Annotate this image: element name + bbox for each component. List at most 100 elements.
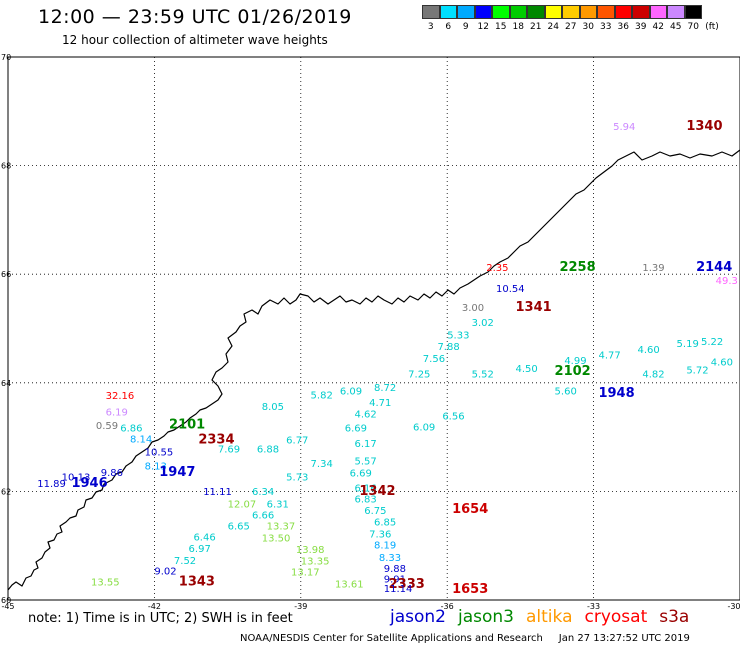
wave-height-value: 4.99 <box>564 356 586 367</box>
pass-time-label: 1653 <box>452 582 488 597</box>
wave-height-value: 8.05 <box>262 402 284 413</box>
wave-height-value: 5.33 <box>447 330 469 341</box>
wave-height-value: 9.86 <box>101 468 123 479</box>
wave-height-value: 10.55 <box>145 448 174 459</box>
colorbar-tick-label: 45 <box>670 22 682 32</box>
colorbar-swatch <box>457 5 475 19</box>
pass-time-label: 1654 <box>452 502 488 517</box>
wave-height-value: 7.34 <box>311 459 333 470</box>
colorbar-tick-label: 12 <box>477 22 489 32</box>
wave-height-value: 6.09 <box>340 387 362 398</box>
pass-time-label: 1948 <box>598 386 634 401</box>
wave-height-value: 7.56 <box>423 354 445 365</box>
wave-height-value: 1.39 <box>642 263 664 274</box>
wave-height-value: 4.77 <box>598 350 620 361</box>
colorbar-tick-label: 30 <box>582 22 594 32</box>
wave-height-value: 13.98 <box>296 545 325 556</box>
satellite-name: jason2 <box>390 607 446 627</box>
colorbar-tick-label: 24 <box>547 22 559 32</box>
colorbar-swatch <box>544 5 562 19</box>
greenland-coastline <box>7 149 740 591</box>
colorbar-tick-label: 21 <box>530 22 542 32</box>
pass-time-label: 1340 <box>686 119 722 134</box>
wave-height-value: 9.02 <box>154 566 176 577</box>
footer-note: note: 1) Time is in UTC; 2) SWH is in fe… <box>28 611 293 626</box>
wave-height-value: 6.69 <box>350 469 372 480</box>
wave-height-value: 6.88 <box>257 444 279 455</box>
pass-time-label: 2333 <box>389 577 425 592</box>
colorbar-tick-label: 18 <box>512 22 524 32</box>
wave-height-value: 6.56 <box>442 412 464 423</box>
colorbar-tick-label: 9 <box>462 22 469 32</box>
longitude-tick-label: -42 <box>148 602 161 611</box>
wave-height-value: 8.13 <box>145 462 167 473</box>
wave-height-value: 0.59 <box>96 421 118 432</box>
wave-height-value: 3.02 <box>472 318 494 329</box>
wave-height-value: 5.19 <box>677 339 699 350</box>
wave-height-value: 7.69 <box>218 444 240 455</box>
wave-height-value: 6.09 <box>413 423 435 434</box>
latitude-tick-label: 64 <box>1 379 11 388</box>
latitude-tick-label: 62 <box>1 487 11 496</box>
colorbar-swatch <box>562 5 580 19</box>
satellite-name: altika <box>526 607 573 627</box>
pass-time-label: 1341 <box>516 300 552 315</box>
pass-time-label: 2144 <box>696 260 732 275</box>
wave-height-value: 6.46 <box>193 532 215 543</box>
latitude-tick-label: 60 <box>1 596 11 605</box>
longitude-tick-label: -45 <box>1 602 14 611</box>
colorbar-swatch <box>579 5 597 19</box>
credit-timestamp: Jan 27 13:27:52 UTC 2019 <box>558 633 690 644</box>
wave-height-value: 8.33 <box>379 553 401 564</box>
pass-time-label: 1946 <box>71 476 107 491</box>
wave-height-value: 32.16 <box>106 391 135 402</box>
wave-height-value: 2.35 <box>486 263 508 274</box>
colorbar-tick-label: 15 <box>495 22 507 32</box>
colorbar-swatch <box>597 5 615 19</box>
wave-height-value: 13.35 <box>301 557 330 568</box>
wave-height-value: 13.37 <box>267 521 296 532</box>
wave-height-value: 4.60 <box>638 345 660 356</box>
wave-height-value: 49.3 <box>716 276 738 287</box>
satellite-name: cryosat <box>584 607 648 627</box>
colorbar-tick-label: 70 <box>687 22 699 32</box>
colorbar-swatch <box>632 5 650 19</box>
satellite-name: jason3 <box>458 607 514 627</box>
longitude-tick-label: -33 <box>587 602 600 611</box>
longitude-tick-label: -36 <box>441 602 454 611</box>
wave-height-value: 5.82 <box>311 391 333 402</box>
wave-height-value: 5.22 <box>701 337 723 348</box>
pass-time-label: 1342 <box>359 484 395 499</box>
wave-height-value: 10.13 <box>62 473 91 484</box>
colorbar-swatch <box>474 5 492 19</box>
wave-height-value: 5.72 <box>686 366 708 377</box>
map-subtitle: 12 hour collection of altimeter wave hei… <box>62 33 328 47</box>
wave-height-value: 6.69 <box>345 424 367 435</box>
wave-height-value: 6.16 <box>354 483 376 494</box>
colorbar-swatch <box>527 5 545 19</box>
wave-height-value: 13.55 <box>91 577 120 588</box>
colorbar-tick-label: 36 <box>617 22 629 32</box>
wave-height-value: 7.25 <box>408 369 430 380</box>
colorbar-unit: (ft) <box>705 22 719 32</box>
wave-height-value: 11.89 <box>37 479 66 490</box>
map-title: 12:00 — 23:59 UTC 01/26/2019 <box>38 6 352 28</box>
wave-height-value: 4.82 <box>642 369 664 380</box>
colorbar-swatch <box>422 5 440 19</box>
latitude-tick-label: 68 <box>1 162 11 171</box>
wave-height-value: 9.88 <box>384 564 406 575</box>
wave-height-value: 10.54 <box>496 284 525 295</box>
wave-height-value: 6.77 <box>286 436 308 447</box>
wave-height-value: 6.86 <box>120 424 142 435</box>
colorbar-swatch <box>649 5 667 19</box>
wave-height-value: 8.72 <box>374 383 396 394</box>
wave-height-value: 5.57 <box>354 456 376 467</box>
colorbar-swatch <box>509 5 527 19</box>
wave-height-value: 4.62 <box>354 410 376 421</box>
wave-height-value: 13.61 <box>335 580 364 591</box>
pass-time-label: 1947 <box>159 465 195 480</box>
latitude-tick-label: 66 <box>1 270 11 279</box>
wave-height-value: 8.19 <box>374 540 396 551</box>
map-frame <box>7 56 740 601</box>
latitude-tick-label: 70 <box>1 53 11 62</box>
